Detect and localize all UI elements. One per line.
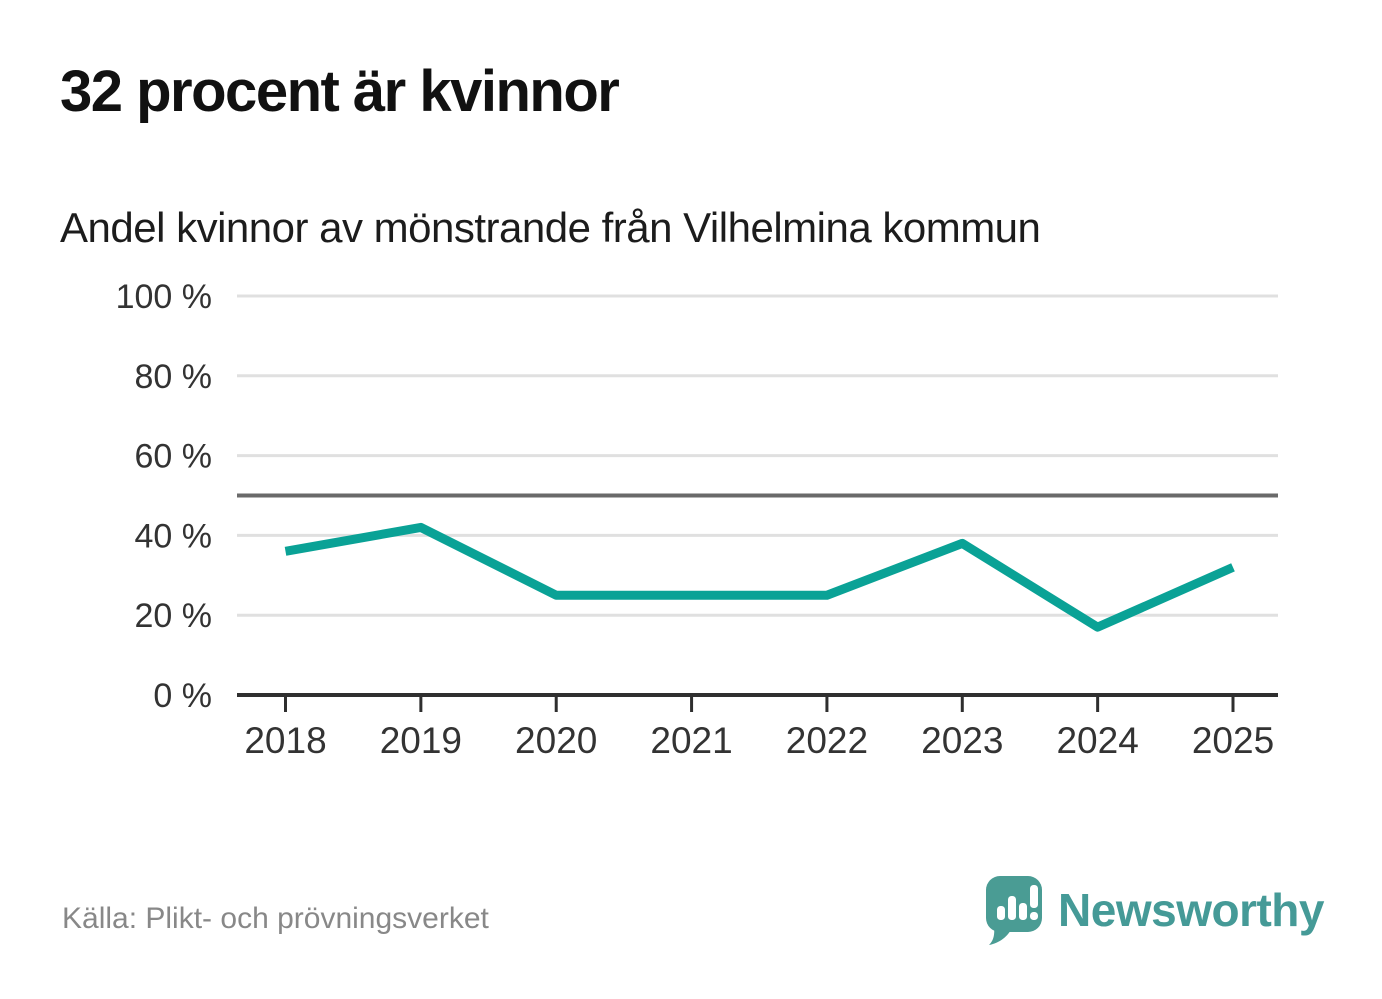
- logo-bar-mid: [1019, 903, 1028, 920]
- logo-bar-tall: [1008, 896, 1017, 920]
- x-tick-label: 2024: [1056, 720, 1138, 761]
- x-tick-label: 2023: [921, 720, 1003, 761]
- newsworthy-logo-icon: [986, 876, 1043, 945]
- brand-name: Newsworthy: [1058, 884, 1324, 936]
- y-tick-label: 20 %: [135, 597, 213, 635]
- page-title: 32 procent är kvinnor: [60, 59, 620, 124]
- logo-exclamation-dot: [1030, 912, 1039, 920]
- logo-bar-short: [997, 906, 1006, 920]
- y-tick-label: 100 %: [116, 278, 212, 316]
- y-tick-label: 60 %: [135, 438, 213, 476]
- x-tick-label: 2020: [515, 720, 597, 761]
- x-tick-label: 2018: [244, 720, 326, 761]
- x-tick-label: 2019: [380, 720, 462, 761]
- data-line: [284, 522, 1235, 632]
- brand-logo: Newsworthy: [984, 874, 1324, 946]
- y-tick-label: 0 %: [153, 677, 212, 715]
- source-note: Källa: Plikt- och prövningsverket: [62, 902, 489, 935]
- line-chart-canvas: 0 % 20 % 40 % 60 % 80 % 100 % 2018 2019 2020 2021…: [116, 278, 1278, 761]
- y-tick-label: 80 %: [135, 358, 213, 396]
- y-tick-label: 40 %: [135, 517, 213, 555]
- logo-exclamation-bar: [1030, 885, 1039, 908]
- chart-subtitle: Andel kvinnor av mönstrande från Vilhelm…: [60, 204, 1041, 251]
- line-chart: 0 % 20 % 40 % 60 % 80 % 100 % 2018 2019 2020 2021…: [0, 270, 1382, 790]
- x-tick-label: 2022: [786, 720, 868, 761]
- x-tick-label: 2021: [650, 720, 732, 761]
- x-tick-label: 2025: [1192, 720, 1274, 761]
